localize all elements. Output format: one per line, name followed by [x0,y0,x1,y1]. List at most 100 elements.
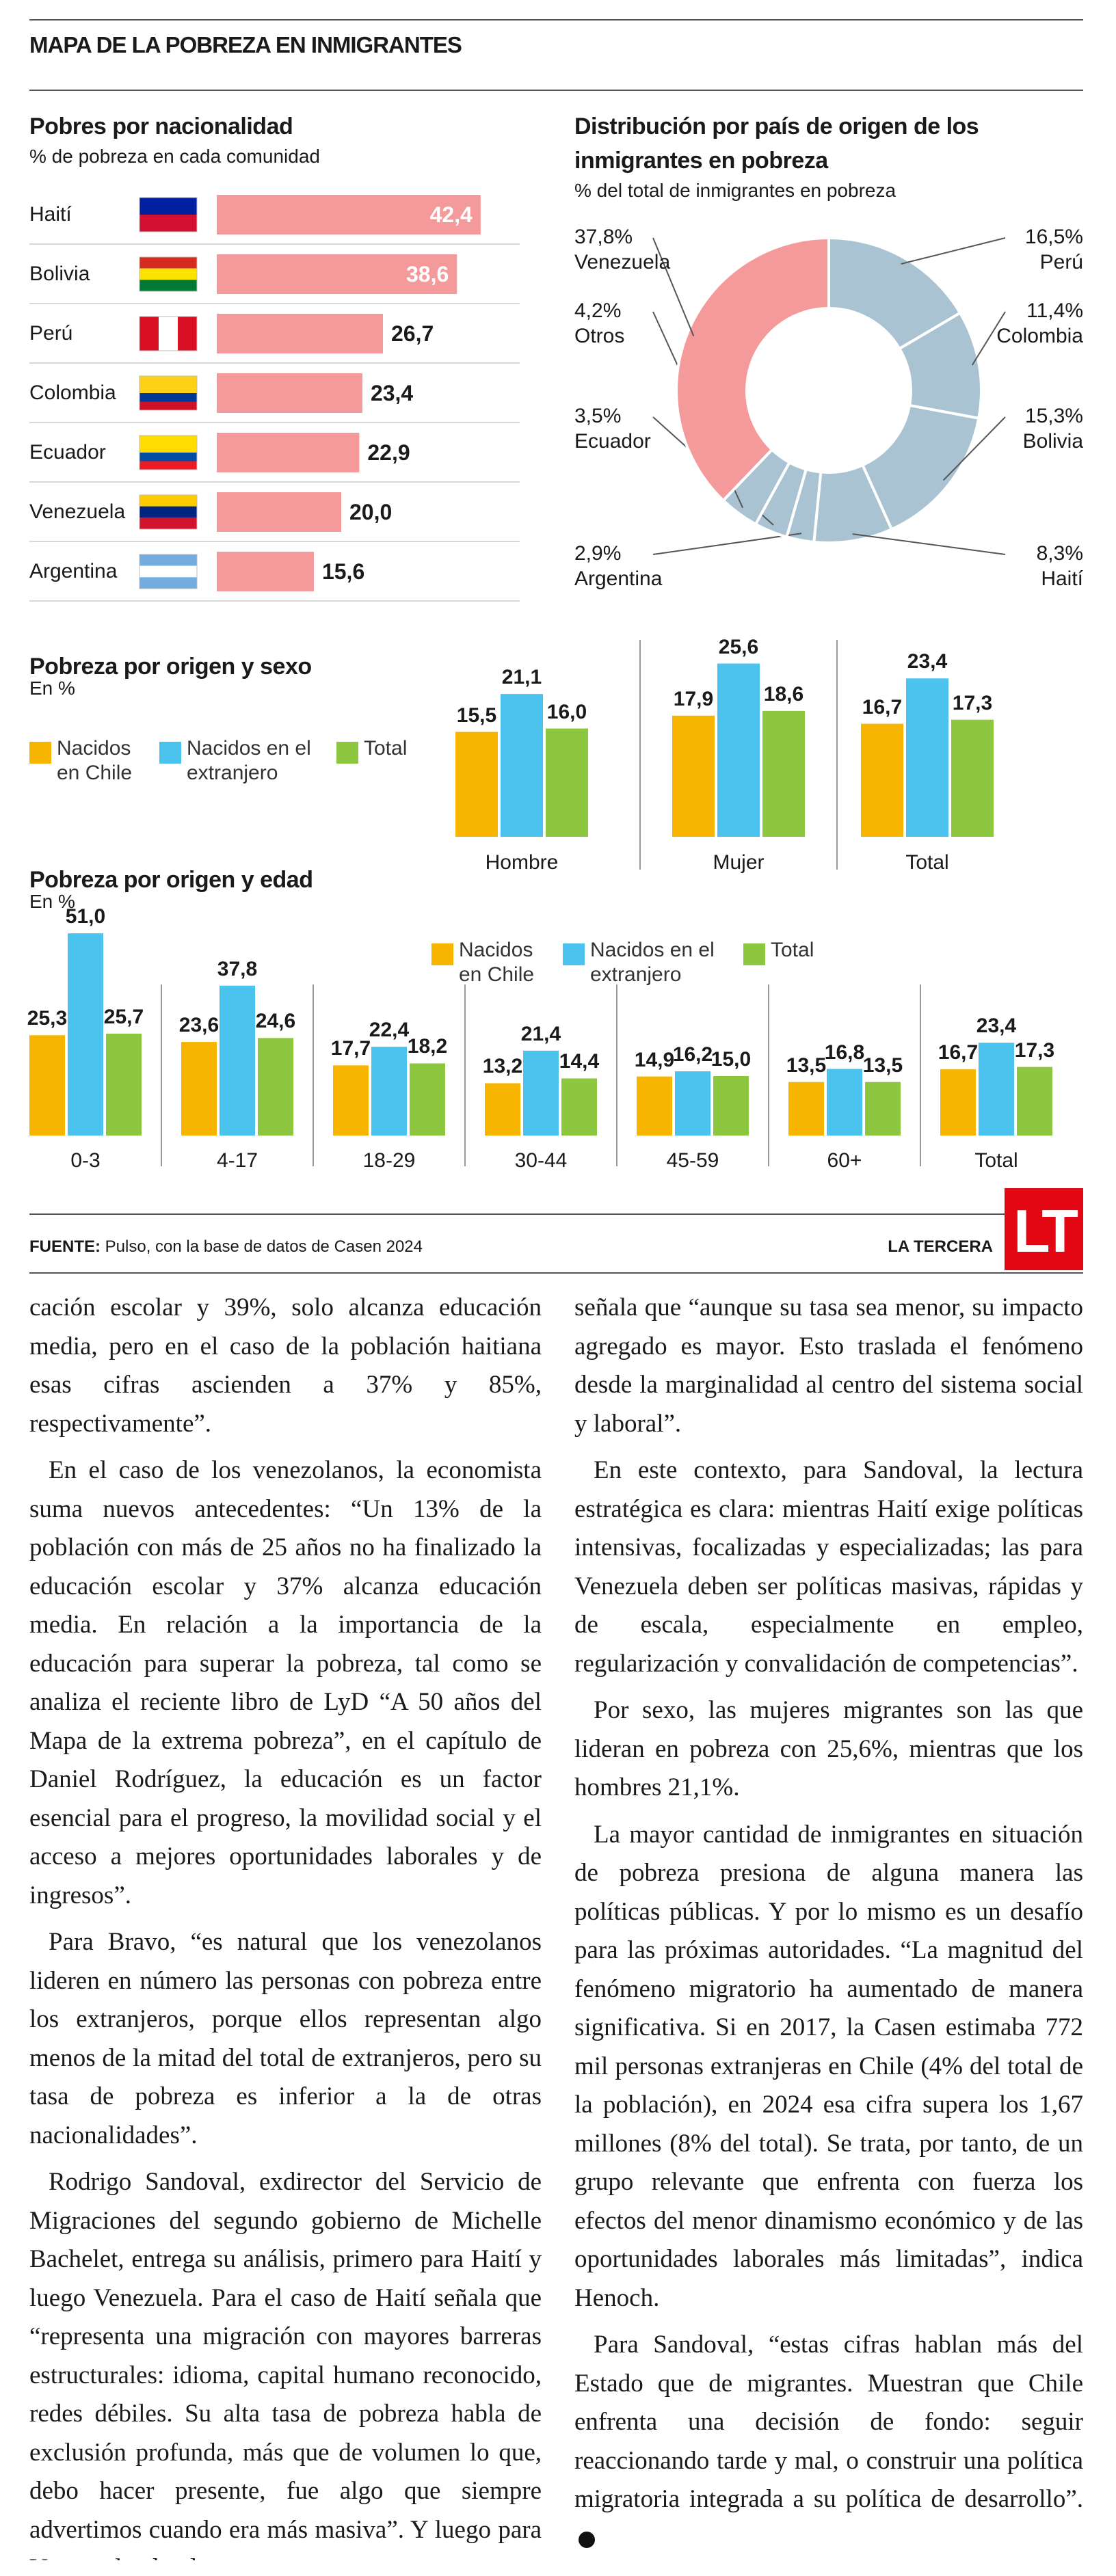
value-label: 24,6 [255,1010,296,1033]
logo-box [1005,1188,1083,1270]
logo-text: LT [1013,1197,1078,1265]
flag-border [139,256,198,292]
chart-title: Distribución por país de origen de los i… [574,113,979,174]
legend-swatch [159,742,181,764]
slice-value-label: 8,3% [1036,542,1083,565]
bar [217,254,457,294]
slice-label: Perú [1039,251,1083,273]
flag-stripe [140,444,197,453]
value-label: 22,9 [367,440,410,465]
category-label: Total [905,851,949,874]
value-label: 15,0 [710,1048,752,1071]
flag-stripe [140,506,197,518]
value-label: 21,1 [501,666,542,689]
category-label: Mujer [713,851,765,874]
category-label: 0-3 [70,1149,101,1172]
bar [455,732,498,837]
article-paragraph: La mayor cantidad de inmigrantes en situ… [574,1820,1083,2312]
category-label: Bolivia [29,263,90,285]
flag-border [139,554,198,589]
flag-stripe [140,317,159,351]
leader-line [942,416,1006,481]
value-label: 42,4 [429,202,473,227]
value-label: 37,8 [217,957,258,980]
value-label: 22,4 [369,1019,410,1042]
bar [217,492,341,532]
bar [485,1083,520,1136]
chart-title: Pobres por nacionalidad [29,113,293,139]
flag-stripe [140,393,197,402]
value-label: 16,7 [938,1041,979,1064]
value-label: 13,5 [786,1054,827,1077]
bar [217,433,360,472]
flag-stripe [140,198,197,215]
value-label: 16,8 [824,1041,865,1064]
category-label: Argentina [29,560,118,582]
slice-value-label: 4,2% [574,299,622,322]
bar [940,1069,976,1136]
category-label: Colombia [29,381,116,404]
legend-label: Nacidos en Chile [57,737,133,784]
flag-stripe [140,565,197,578]
article-paragraph: En este contexto, para Sandoval, la lect… [574,1456,1083,1678]
bar [410,1063,445,1136]
value-label: 18,2 [407,1035,448,1058]
bar [713,1076,749,1136]
flag-stripe [140,518,197,529]
bar [217,373,362,413]
bar [827,1069,862,1136]
article-paragraph: cación escolar y 39%, solo alcanza educa… [29,1293,542,1438]
flag-stripe [140,215,197,232]
chart-subtitle: En % [29,891,75,912]
value-label: 23,4 [370,381,414,405]
value-label: 25,7 [103,1005,144,1028]
source-text: Pulso, con la base de datos de Casen 202… [105,1237,423,1256]
article-paragraph: señala que “aunque su tasa sea menor, su… [574,1293,1083,1438]
leader-line [901,237,1006,265]
bar [29,1035,65,1136]
bar [217,195,481,234]
brand: LA TERCERA [888,1237,993,1256]
chart-title: Pobreza por origen y sexo [29,654,312,680]
value-label: 23,4 [907,650,948,673]
bar [217,314,383,353]
bar [106,1033,142,1136]
legend-label: Nacidos en el extranjero [590,939,715,986]
end-mark [579,2532,595,2549]
flag-stripe [140,376,197,385]
value-label: 14,9 [634,1048,675,1071]
bar [561,1078,597,1136]
category-label: 4-17 [216,1149,258,1172]
donut-slice [827,236,962,351]
bar [717,663,760,837]
slice-label: Venezuela [574,251,671,273]
value-label: 14,4 [559,1050,600,1073]
leader-line [652,533,802,555]
value-label: 15,6 [321,559,365,584]
category-label: Haití [29,203,72,226]
slice-label: Bolivia [1022,430,1083,453]
value-label: 13,5 [862,1054,903,1077]
flag-stripe [178,317,197,351]
flag-stripe [140,280,197,291]
bar [906,678,948,837]
chart-subtitle: % del total de inmigrantes en pobreza [574,180,896,201]
value-label: 21,4 [520,1022,561,1045]
flag-stripe [159,317,178,351]
flag-stripe [140,577,197,589]
category-label: 60+ [827,1149,862,1172]
legend-label: Total [771,939,814,961]
value-label: 25,6 [718,635,759,658]
value-label: 17,9 [673,687,714,710]
flag-stripe [140,554,197,566]
value-label: 18,6 [763,682,804,706]
article-paragraph: En el caso de los venezolanos, la econom… [29,1456,542,1909]
value-label: 17,7 [330,1037,371,1060]
category-label: 45-59 [666,1149,719,1172]
slice-value-label: 2,9% [574,542,622,565]
bar [181,1042,217,1136]
value-label: 16,0 [546,700,587,723]
value-label: 26,7 [390,321,434,346]
slice-value-label: 37,8% [574,226,633,248]
article-left-column: cación escolar y 39%, solo alcanza educa… [29,1289,542,2560]
